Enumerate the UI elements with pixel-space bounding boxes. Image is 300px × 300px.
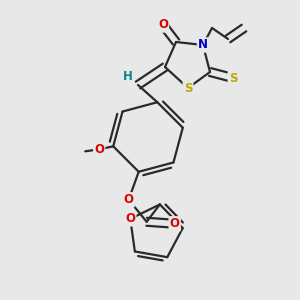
Text: N: N xyxy=(198,38,208,52)
Text: H: H xyxy=(123,70,133,83)
Text: O: O xyxy=(125,212,135,225)
Text: S: S xyxy=(184,82,192,94)
Text: O: O xyxy=(158,19,168,32)
Text: S: S xyxy=(229,71,237,85)
Text: O: O xyxy=(94,143,104,156)
Text: O: O xyxy=(124,193,134,206)
Text: O: O xyxy=(170,217,180,230)
